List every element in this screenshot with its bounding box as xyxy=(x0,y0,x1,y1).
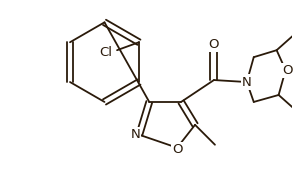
Text: Cl: Cl xyxy=(100,46,113,59)
Text: O: O xyxy=(172,143,182,156)
Text: O: O xyxy=(209,38,219,51)
Text: N: N xyxy=(242,76,252,89)
Text: N: N xyxy=(130,128,140,141)
Text: O: O xyxy=(282,64,293,77)
